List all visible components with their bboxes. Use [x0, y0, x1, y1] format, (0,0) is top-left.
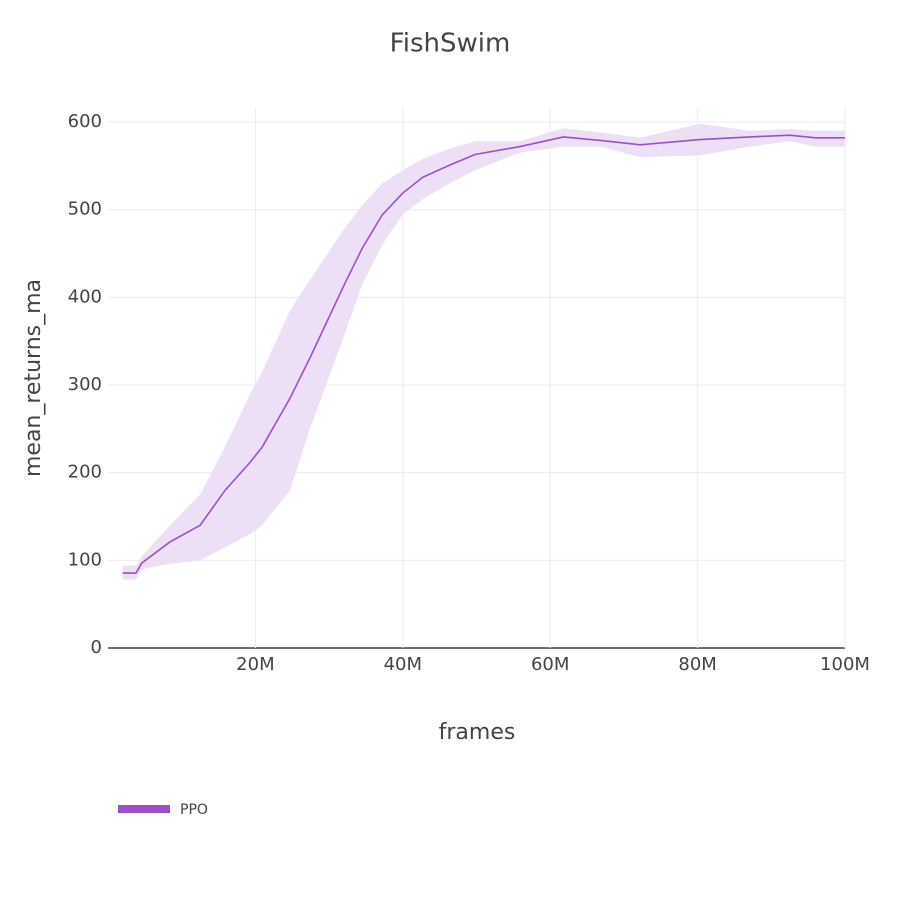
- legend-label: PPO: [180, 802, 208, 818]
- y-tick-label: 200: [68, 462, 102, 483]
- y-tick-label: 400: [68, 286, 102, 307]
- y-tick-label: 500: [68, 199, 102, 220]
- line: [122, 134, 845, 574]
- confidence-band: [122, 123, 846, 580]
- x-tick-label: 80M: [678, 654, 716, 675]
- x-tick-label: 20M: [236, 654, 274, 675]
- y-tick-label: 100: [68, 549, 102, 570]
- x-tick-label: 40M: [384, 654, 422, 675]
- x-axis-title: frames: [439, 720, 516, 745]
- y-tick-label: 600: [68, 111, 102, 132]
- y-tick-label: 0: [91, 637, 102, 658]
- x-tick-label: 60M: [531, 654, 569, 675]
- x-tick-label: 100M: [820, 654, 870, 675]
- chart-title: FishSwim: [390, 29, 511, 59]
- y-axis-title: mean_returns_ma: [21, 279, 46, 477]
- y-tick-label: 300: [68, 374, 102, 395]
- legend-swatch: [118, 805, 170, 813]
